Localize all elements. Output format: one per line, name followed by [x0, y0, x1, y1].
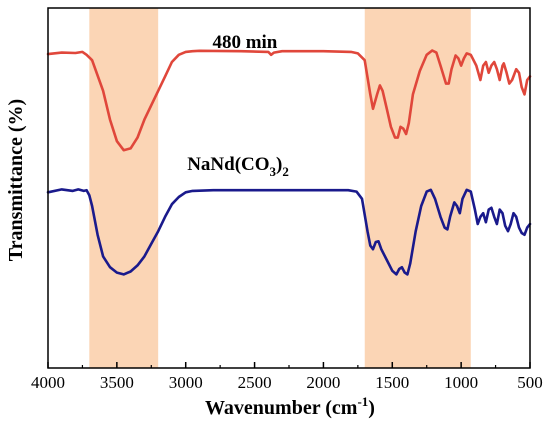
x-tick-label: 1500	[375, 373, 409, 392]
x-tick-label: 2000	[306, 373, 340, 392]
series-lines	[46, 49, 532, 276]
series-label-nand-text: NaNd(CO	[187, 154, 269, 175]
x-tick-label: 3500	[100, 373, 134, 392]
y-axis-title: Transmittance (%)	[5, 99, 27, 261]
series-label-nand-co3: NaNd(CO3)2	[187, 154, 289, 179]
x-axis-ticks: 4000 3500 3000 2500 2000 1500 1000 500	[31, 362, 543, 392]
x-tick-label: 2500	[238, 373, 272, 392]
x-tick-label: 500	[517, 373, 543, 392]
series-label-480min: 480 min	[212, 32, 277, 53]
x-tick-label: 4000	[31, 373, 65, 392]
x-axis-title-suffix: )	[368, 397, 375, 419]
x-tick-label: 1000	[444, 373, 478, 392]
series-label-nand-close: )	[276, 154, 282, 175]
series-line-1	[46, 49, 532, 152]
highlight-band-1	[89, 8, 159, 368]
series-label-nand-sub2: 2	[282, 164, 289, 179]
x-axis-title-superscript: -1	[357, 394, 368, 409]
series-labels: 480 min NaNd(CO3)2	[187, 32, 289, 179]
series-label-nand-sub1: 3	[270, 164, 277, 179]
x-tick-label: 3000	[169, 373, 203, 392]
highlight-bands	[89, 8, 471, 368]
series-line-2	[46, 188, 532, 276]
x-axis-title: Wavenumber (cm-1)	[205, 394, 375, 419]
x-axis-title-main: Wavenumber (cm	[205, 397, 358, 419]
